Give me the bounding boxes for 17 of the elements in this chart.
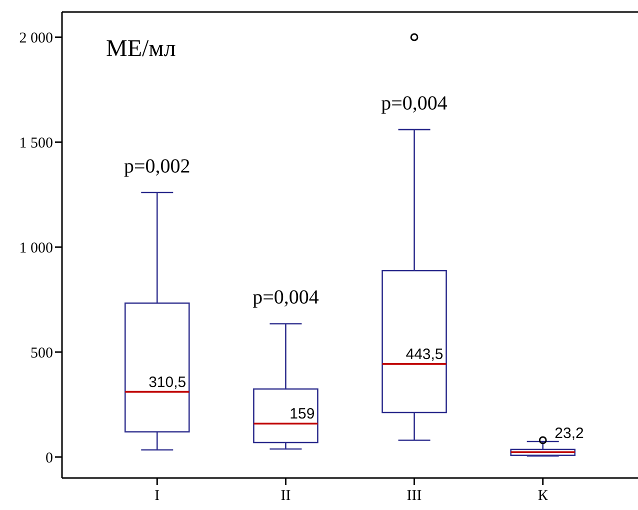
annotation: 23,2 [554, 425, 584, 442]
y-tick-label: 2 000 [19, 30, 53, 46]
annotation: 443,5 [406, 346, 444, 363]
x-tick-label: I [154, 488, 160, 504]
x-tick-label: III [406, 488, 422, 504]
x-tick-label: К [538, 488, 549, 504]
y-tick-label: 0 [46, 450, 53, 466]
annotation: 310,5 [148, 374, 186, 391]
y-tick-label: 500 [30, 345, 53, 362]
annotation: 159 [290, 406, 315, 423]
y-tick-label: 1 500 [19, 135, 53, 152]
annotation: p=0,002 [124, 156, 190, 178]
y-tick-label: 1 000 [19, 240, 53, 256]
annotation: p=0,004 [381, 92, 448, 115]
annotation: p=0,004 [252, 286, 319, 309]
x-tick-label: II [280, 488, 291, 504]
annotation: МЕ/мл [106, 36, 176, 62]
